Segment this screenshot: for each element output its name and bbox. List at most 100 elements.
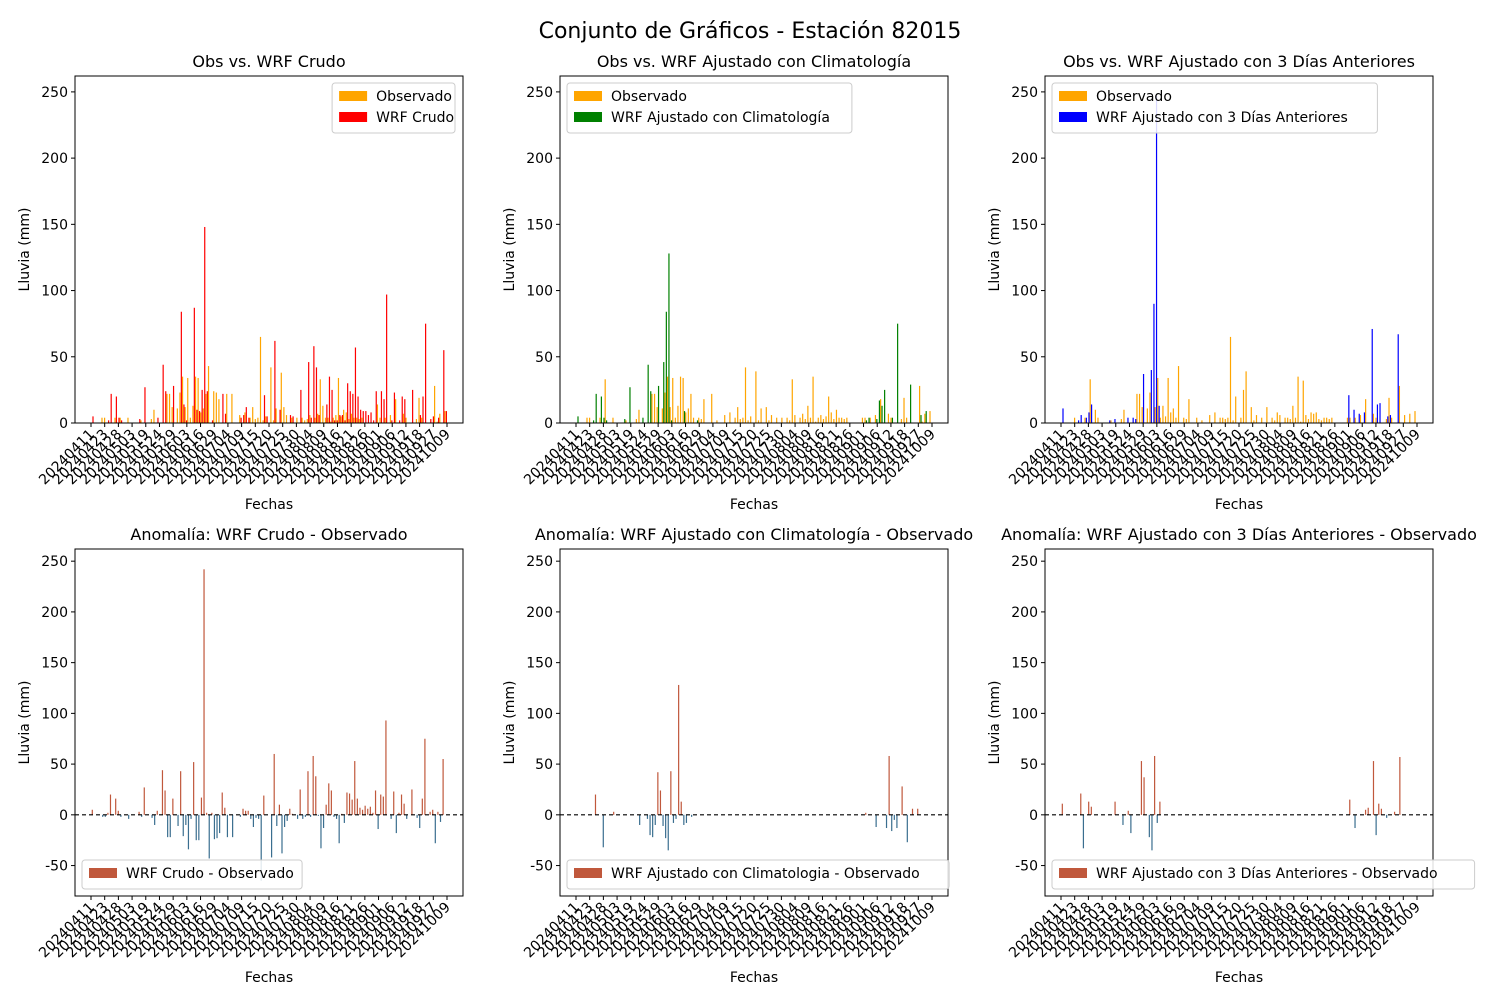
- bar-wrf: [144, 387, 146, 423]
- bar-observado: [119, 417, 121, 423]
- bar-wrf: [1109, 420, 1111, 423]
- bar: [421, 798, 423, 815]
- bar-wrf: [1114, 419, 1116, 423]
- bar-wrf: [386, 294, 388, 423]
- bar-observado: [356, 417, 358, 423]
- bar: [232, 814, 234, 838]
- bar: [906, 814, 908, 843]
- bar-observado: [1409, 413, 1411, 423]
- bar-wrf: [172, 385, 175, 423]
- bar-observado: [1388, 397, 1390, 423]
- bar-observado: [1073, 417, 1076, 423]
- bar: [242, 808, 244, 815]
- legend-entry: WRF Ajustado con 3 Días Anteriores: [1096, 110, 1348, 126]
- bar: [328, 783, 330, 815]
- bar: [346, 792, 348, 815]
- bar-observado: [358, 419, 360, 423]
- bar-observado: [259, 336, 262, 423]
- bar-wrf: [292, 416, 294, 423]
- bar: [654, 814, 656, 825]
- bar: [1090, 806, 1092, 815]
- bar-observado: [1175, 417, 1177, 423]
- bar-observado: [1313, 413, 1315, 423]
- bar-wrf: [344, 420, 346, 423]
- bar-wrf: [328, 376, 331, 423]
- legend-entry: Observado: [1096, 89, 1172, 105]
- bar: [1082, 814, 1085, 849]
- bar-wrf: [1348, 395, 1350, 423]
- bar: [1399, 756, 1401, 815]
- bar-observado: [296, 417, 298, 423]
- legend-entry: WRF Ajustado con Climatologia - Observad…: [611, 866, 920, 882]
- bar: [1127, 810, 1129, 815]
- bar: [437, 811, 439, 815]
- bar-wrf: [373, 420, 375, 423]
- bar-observado: [861, 417, 864, 423]
- bar: [1378, 803, 1380, 815]
- bar: [151, 814, 153, 818]
- bar-observado: [1349, 417, 1351, 423]
- bar: [675, 814, 677, 819]
- bar-observado: [1177, 366, 1180, 423]
- chart-title: Anomalía: WRF Ajustado con Climatología …: [535, 525, 973, 544]
- y-axis-label: Lluvia (mm): [17, 208, 33, 292]
- y-axis-label: Lluvia (mm): [502, 208, 518, 292]
- y-tick-label: 50: [535, 350, 553, 366]
- legend-box: [81, 859, 303, 890]
- bar-observado: [275, 408, 277, 423]
- bar-wrf: [204, 226, 206, 423]
- bar-wrf: [422, 396, 424, 423]
- legend-entry: Observado: [611, 89, 687, 105]
- bar-wrf: [920, 415, 922, 423]
- bar: [359, 807, 361, 815]
- bar-observado: [1219, 417, 1221, 423]
- bar-observado: [739, 419, 741, 423]
- bar-observado: [192, 405, 194, 423]
- bar-observado: [625, 420, 627, 423]
- legend-swatch: [339, 112, 368, 122]
- bar-wrf: [1371, 328, 1373, 423]
- bar-wrf: [878, 400, 881, 423]
- bar-observado: [252, 407, 254, 423]
- bar: [304, 814, 306, 817]
- bar: [672, 814, 675, 823]
- bar-observado: [817, 417, 819, 423]
- bar: [364, 805, 366, 815]
- bar-observado: [1398, 385, 1401, 423]
- bar-observado: [1097, 417, 1099, 423]
- bar: [211, 812, 213, 815]
- y-tick-label: 0: [544, 808, 553, 824]
- bar-wrf: [438, 417, 440, 423]
- bar-wrf: [443, 350, 445, 423]
- bar-observado: [361, 417, 363, 423]
- bar: [1349, 799, 1351, 815]
- bar-observado: [846, 417, 848, 423]
- bar-observado: [187, 377, 189, 423]
- bar-observado: [405, 417, 407, 423]
- bar-wrf: [1353, 409, 1355, 423]
- bar-wrf: [1358, 413, 1360, 423]
- bar: [260, 814, 262, 881]
- bar: [312, 755, 314, 815]
- bar-observado: [747, 420, 749, 423]
- bar: [200, 797, 203, 815]
- bar: [167, 814, 169, 838]
- legend-entry: Observado: [376, 89, 452, 105]
- bar-observado: [1185, 419, 1187, 423]
- bar-observado: [880, 399, 882, 423]
- bar-observado: [1183, 417, 1185, 423]
- bar: [117, 810, 119, 815]
- bar-wrf: [334, 420, 336, 423]
- bar-observado: [389, 415, 392, 423]
- bar-observado: [900, 419, 903, 423]
- bar: [273, 753, 275, 815]
- bar-observado: [770, 415, 773, 423]
- bar-observado: [421, 417, 423, 423]
- bar-wrf: [600, 396, 602, 423]
- bar-observado: [166, 393, 168, 423]
- bar-observado: [690, 393, 692, 423]
- bar: [1354, 814, 1356, 829]
- bar-observado: [257, 417, 259, 423]
- bar: [195, 814, 197, 841]
